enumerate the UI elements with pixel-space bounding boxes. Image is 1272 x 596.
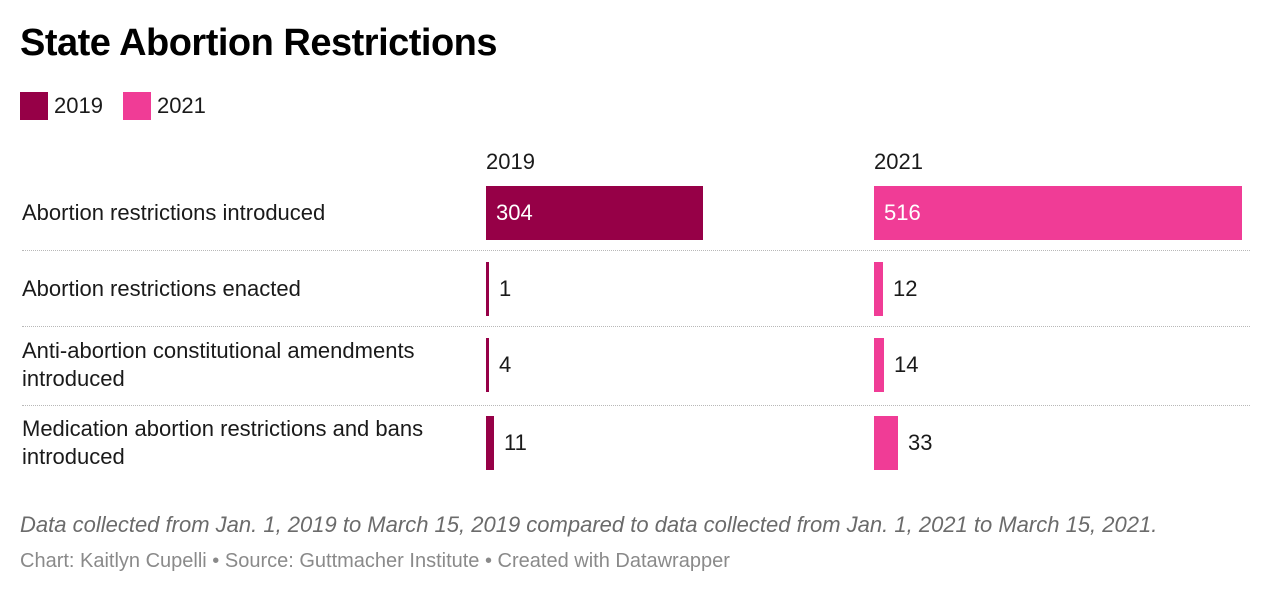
column-header-2021: 2021 [874,149,923,174]
bar-2019 [486,262,489,316]
row-label: Medication abortion restrictions and ban… [22,416,424,469]
bar-2019 [486,338,489,392]
legend-item-2019: 2019 [20,92,103,120]
row-label: Abortion restrictions enacted [22,276,301,301]
legend-label-2021: 2021 [156,93,206,118]
data-label-2021: 12 [893,276,918,301]
legend-swatch-2021 [122,92,151,120]
chart-title: State Abortion Restrictions [20,22,498,64]
bar-2019 [486,186,703,240]
row-label: Abortion restrictions introduced [22,200,326,225]
bar-2021 [874,416,898,470]
row-divider [22,250,1250,251]
data-label-2021: 516 [884,200,921,225]
row-divider [22,326,1250,327]
data-label-2019: 11 [504,430,527,455]
legend-item-2021: 2021 [122,92,206,120]
data-label-2019: 304 [496,200,533,225]
data-label-2019: 4 [499,352,512,377]
data-label-2021: 33 [908,430,933,455]
data-label-2021: 14 [894,352,919,377]
row-divider [22,405,1250,406]
chart-notes: Data collected from Jan. 1, 2019 to Marc… [20,512,1158,537]
legend: 2019 2021 [20,92,226,120]
data-label-2019: 1 [499,276,512,301]
bar-2021 [874,338,884,392]
row-label: Anti-abortion constitutional amendments … [22,338,415,391]
chart-footer: Chart: Kaitlyn Cupelli • Source: Guttmac… [20,550,730,572]
bar-2021 [874,186,1242,240]
legend-label-2019: 2019 [54,93,103,118]
legend-swatch-2019 [20,92,48,120]
column-header-2019: 2019 [486,149,535,174]
bar-2019 [486,416,494,470]
bar-2021 [874,262,883,316]
